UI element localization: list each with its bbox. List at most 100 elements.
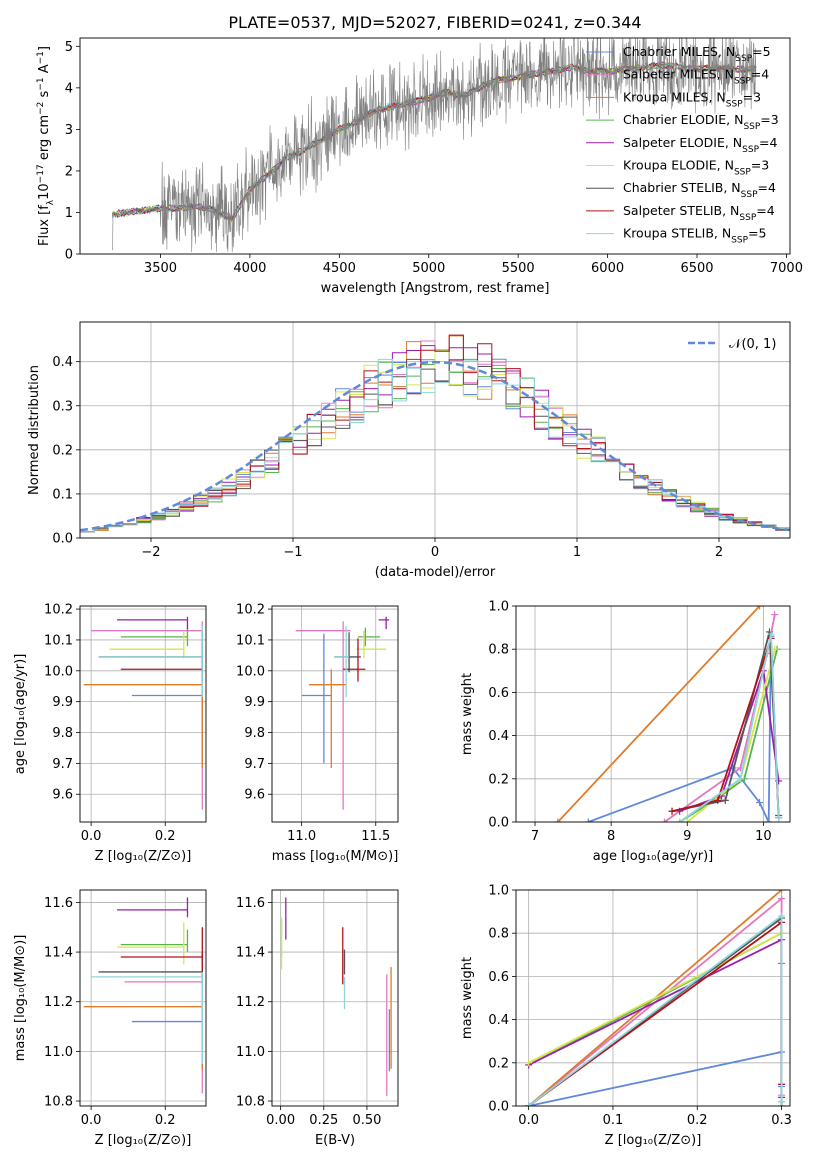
errorbar-kroupa-elodie: [356, 630, 387, 659]
x-tick-label: 7000: [770, 261, 803, 276]
legend-label-main: Salpeter ELODIE, N: [623, 135, 742, 150]
y-tick-label: 10.8: [236, 1095, 265, 1110]
legend-label-suffix: =4: [751, 67, 769, 82]
y-tick-label: 0.4: [488, 1013, 509, 1028]
legend-label-suffix: =3: [743, 89, 761, 104]
y-tick-label: 0.0: [488, 1100, 509, 1115]
y-tick-label: 2: [65, 164, 73, 179]
y-tick-label: 10.8: [44, 1095, 73, 1110]
errorbar-kroupa-elodie: [117, 922, 185, 965]
errorbar-salpeter-elodie: [117, 616, 189, 630]
x-tick-label: 6500: [680, 261, 713, 276]
y-label-part: −1: [36, 51, 46, 64]
y-tick-label: 11.4: [44, 946, 73, 961]
legend-label: Chabrier STELIB, NSSP=4: [623, 180, 776, 200]
weight-line-kroupa-stelib: [528, 914, 783, 1106]
legend-label-sub: SSP: [743, 122, 760, 132]
weight-marker: [714, 796, 722, 804]
x-tick-label: 1: [573, 545, 581, 560]
weight-line-chabrier-stelib: [671, 631, 780, 816]
legend-label-suffix: =5: [748, 226, 766, 241]
legend-label: Salpeter ELODIE, NSSP=4: [623, 135, 778, 155]
y-label-part: erg cm: [37, 115, 52, 164]
x-tick-label: 0.2: [687, 1113, 708, 1128]
weight-marker: [775, 814, 783, 822]
histogram-chabrier-stelib: [80, 358, 790, 533]
y-tick-label: 1.0: [488, 600, 509, 615]
weight-marker: [554, 818, 562, 822]
axes-frame: [79, 889, 207, 1107]
x-tick-label: 0.50: [352, 1113, 381, 1128]
errorbars: [83, 897, 203, 1094]
legend-label-main: Kroupa STELIB, N: [623, 226, 731, 241]
errorbar-salpeter-stelib: [343, 638, 366, 682]
legend-label-main: Chabrier MILES, N: [623, 44, 735, 59]
x-axis-label: Z [log₁₀(Z/Z⊙)]: [95, 849, 192, 864]
x-tick-label: 10: [755, 829, 772, 844]
weight-marker: [765, 818, 773, 822]
y-tick-label: 9.7: [52, 757, 73, 772]
x-tick-label: 5500: [502, 261, 535, 276]
y-tick-label: 9.9: [244, 695, 265, 710]
weight-vs-Z-panel: 0.0 0.1 0.2 0.3 0.0 0.2 0.4 0.6 0.8 1.0 Z [log₁₀(Z…: [460, 884, 792, 1149]
errorbar-kroupa-elodie: [109, 630, 185, 659]
y-tick-label: 11.4: [236, 946, 265, 961]
axes-frame: [79, 605, 207, 823]
y-label-part: ]: [37, 46, 52, 51]
x-tick-label: 5000: [412, 261, 445, 276]
data-spectrum-line: [112, 38, 757, 252]
x-axis-label: age [log₁₀(age/yr)]: [593, 849, 714, 864]
y-tick-label: 0.1: [52, 487, 73, 502]
y-tick-label: 9.8: [244, 726, 265, 741]
legend-label: Kroupa STELIB, NSSP=5: [623, 226, 767, 246]
legend-label-sub: SSP: [741, 190, 758, 200]
y-tick-label: 0.8: [488, 643, 509, 658]
weight-marker: [676, 818, 684, 822]
weight-marker: [668, 807, 676, 815]
legend-label-sub: SSP: [726, 99, 743, 109]
x-tick-label: 3500: [144, 261, 177, 276]
mass-vs-ebv-panel: 0.00 0.25 0.50 10.8 11.0 11.2 11.4 11.6 E(B-V): [236, 889, 399, 1148]
y-tick-label: 10.1: [236, 633, 265, 648]
y-tick-label: 9.9: [52, 695, 73, 710]
errorbar-kroupa-stelib: [98, 626, 203, 698]
y-axis-label: Flux [fλ10−17 erg cm−2 s−1 A−1]: [36, 46, 56, 246]
y-tick-label: 10.0: [44, 664, 73, 679]
y-tick-label: 11.2: [236, 995, 265, 1010]
y-label-part: −2: [36, 102, 46, 115]
errorbar-chabrier-elodie: [357, 627, 381, 647]
y-tick-label: 0.2: [488, 1056, 509, 1071]
legend-label-sub: SSP: [734, 168, 751, 178]
x-tick-label: 0.3: [771, 1113, 792, 1128]
y-tick-label: 11.6: [44, 896, 73, 911]
y-label-part: Flux [f: [37, 205, 52, 246]
weight-marker: [683, 818, 691, 822]
legend-label: Kroupa MILES, NSSP=3: [623, 89, 761, 109]
weight-marker: [756, 799, 764, 807]
axes-frame: [515, 889, 791, 1107]
y-tick-label: 0.2: [488, 772, 509, 787]
age-vs-mass-panel: 11.0 11.5 9.6 9.7 9.8 9.9 10.0 10.1 10.2 mass [lo…: [236, 603, 399, 864]
weight-marker: [778, 890, 786, 894]
legend-label-main: Kroupa ELODIE, N: [623, 158, 734, 173]
y-tick-label: 11.0: [236, 1045, 265, 1060]
y-tick-label: 5: [65, 40, 73, 55]
age-vs-Z-panel: 0.0 0.2 9.6 9.7 9.8 9.9 10.0 10.1 10.2 Z [log₁₀(Z…: [13, 603, 207, 864]
y-tick-label: 3: [65, 123, 73, 138]
x-tick-label: 6000: [591, 261, 624, 276]
x-tick-label: 0.0: [81, 829, 102, 844]
y-tick-label: 11.0: [44, 1045, 73, 1060]
histogram-kroupa-stelib: [80, 358, 790, 533]
weight-marker: [767, 630, 775, 638]
legend-label: Chabrier ELODIE, NSSP=3: [623, 112, 779, 132]
y-tick-label: 0.6: [488, 970, 509, 985]
weight-marker: [778, 1098, 786, 1106]
x-tick-label: 11.0: [287, 829, 316, 844]
axes-frame: [79, 37, 791, 255]
weight-marker: [778, 895, 786, 903]
axes-frame: [515, 605, 791, 823]
x-axis-label: Z [log₁₀(Z/Z⊙)]: [605, 1133, 702, 1148]
errorbar-kroupa-stelib: [334, 626, 350, 698]
weight-marker: [778, 912, 786, 920]
x-tick-label: 0.2: [155, 829, 176, 844]
